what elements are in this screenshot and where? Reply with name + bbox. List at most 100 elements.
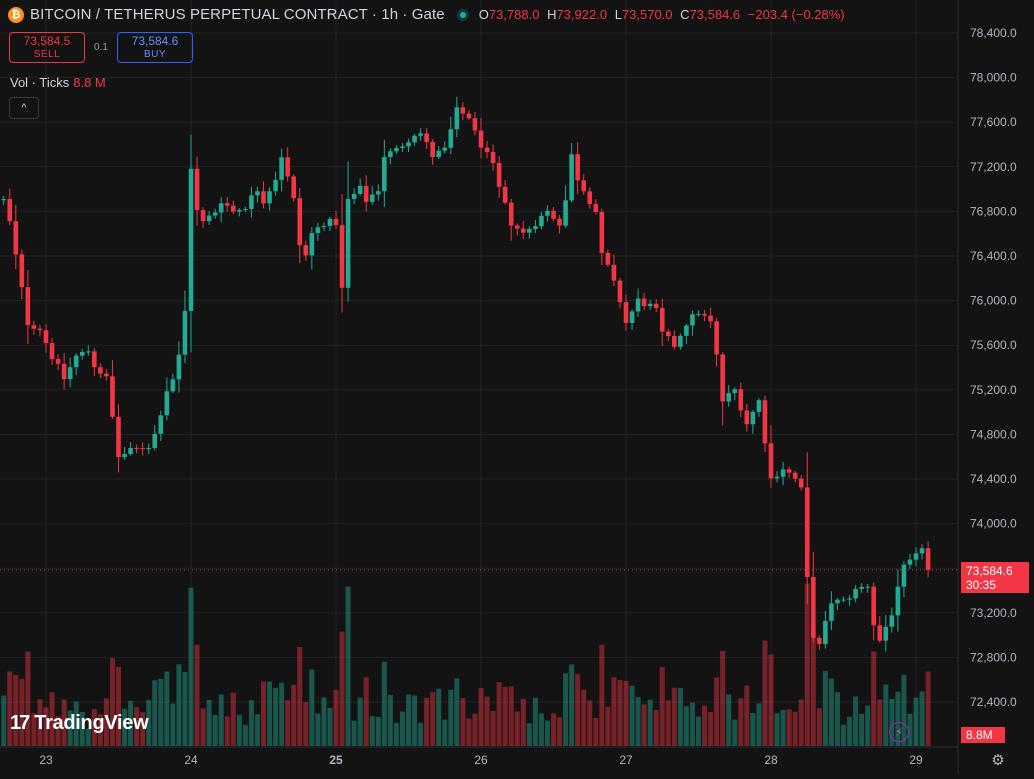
chevron-up-icon[interactable]: ^ xyxy=(9,97,39,119)
volume-bar xyxy=(502,686,508,746)
volume-bar xyxy=(490,710,496,746)
candle-body xyxy=(55,359,61,364)
candle-body xyxy=(315,227,321,233)
candle-body xyxy=(43,330,49,344)
lightning-icon[interactable]: ⚡ xyxy=(889,722,909,742)
candle-body xyxy=(847,598,852,600)
candle-body xyxy=(575,154,580,181)
x-tick-label: 28 xyxy=(764,753,778,767)
volume-bar xyxy=(895,691,901,746)
symbol-title[interactable]: BITCOIN / TETHERUS PERPETUAL CONTRACT · … xyxy=(30,6,445,23)
volume-bar xyxy=(43,707,49,746)
volume-bar xyxy=(345,586,351,746)
candle-body xyxy=(146,447,152,450)
ohlc-readout: O73,788.0 H73,922.0 L73,570.0 C73,584.6 … xyxy=(478,7,845,22)
settings-icon[interactable]: ⚙ xyxy=(991,752,1005,769)
candle-body xyxy=(804,487,810,577)
candle-body xyxy=(424,133,429,143)
candle-body xyxy=(134,447,139,449)
candle-body xyxy=(563,200,568,226)
candle-body xyxy=(152,433,158,448)
volume-bar xyxy=(871,651,877,746)
volume-bar xyxy=(327,707,333,746)
candle-body xyxy=(744,410,750,425)
candle-body xyxy=(907,559,913,565)
candle-body xyxy=(128,447,133,455)
volume-bar xyxy=(375,716,381,746)
candle-body xyxy=(533,226,538,230)
candle-body xyxy=(913,553,919,560)
volume-bar xyxy=(822,670,828,746)
volume-bar xyxy=(103,698,109,746)
candle-body xyxy=(901,564,907,587)
candle-body xyxy=(678,335,683,347)
volume-bar xyxy=(1,695,7,746)
candle-body xyxy=(925,548,931,570)
candle-body xyxy=(696,313,701,315)
volume-bar xyxy=(369,716,375,746)
candle-body xyxy=(25,287,31,326)
x-tick-label: 23 xyxy=(39,753,53,767)
volume-bar xyxy=(291,684,297,746)
candle-body xyxy=(382,157,387,192)
volume-bar xyxy=(273,687,279,746)
tradingview-logo[interactable]: 17 TradingView xyxy=(10,712,149,735)
candle-body xyxy=(230,205,236,212)
x-tick-label: 26 xyxy=(474,753,488,767)
volume-bar xyxy=(303,702,309,746)
candle-body xyxy=(122,454,127,458)
volume-bar xyxy=(913,697,919,746)
volume-bar xyxy=(828,678,834,746)
volume-bar xyxy=(279,682,285,746)
volume-bar xyxy=(333,690,339,746)
candle-body xyxy=(581,180,587,192)
volume-bar xyxy=(732,719,738,746)
volume-bar xyxy=(387,695,393,746)
candle-body xyxy=(569,154,574,201)
sell-label: SELL xyxy=(33,48,61,60)
candle-body xyxy=(738,389,744,411)
volume-bar xyxy=(79,711,85,746)
volume-bar xyxy=(321,697,327,746)
sell-button[interactable]: 73,584.5 SELL xyxy=(9,32,85,63)
volume-bar xyxy=(412,695,418,746)
candle-body xyxy=(261,191,266,204)
candle-body xyxy=(309,232,315,256)
candle-body xyxy=(104,373,109,377)
volume-bar xyxy=(315,713,321,746)
chart-header: ₿ BITCOIN / TETHERUS PERPETUAL CONTRACT … xyxy=(8,6,849,23)
volume-bar xyxy=(158,678,164,746)
candle-body xyxy=(297,198,303,246)
volume-bar xyxy=(236,714,242,746)
volume-bar xyxy=(792,711,798,746)
open-value: 73,788.0 xyxy=(488,7,540,22)
candle-body xyxy=(883,626,889,641)
volume-bar xyxy=(508,686,514,746)
volume-bar xyxy=(659,667,665,746)
volume-bar xyxy=(526,723,532,746)
candle-body xyxy=(690,314,695,326)
candle-body xyxy=(279,157,284,180)
volume-bar xyxy=(683,706,689,746)
candle-body xyxy=(345,198,351,288)
y-tick-label: 74,400.0 xyxy=(970,472,1017,486)
buy-button[interactable]: 73,584.6 BUY xyxy=(117,32,193,63)
candle-body xyxy=(732,389,738,394)
candle-body xyxy=(823,620,828,644)
volume-bar xyxy=(847,716,853,746)
volume-bar xyxy=(611,677,617,746)
volume-bar xyxy=(665,700,671,746)
volume-legend[interactable]: Vol · Ticks 8.8 M xyxy=(10,75,106,90)
volume-bar xyxy=(97,714,103,746)
volume-bar xyxy=(653,710,659,746)
buy-price: 73,584.6 xyxy=(131,33,179,48)
candle-body xyxy=(756,400,762,412)
volume-bar xyxy=(140,712,146,746)
high-value: 73,922.0 xyxy=(556,7,608,22)
volume-bar xyxy=(774,713,780,746)
candle-body xyxy=(708,315,713,322)
volume-bar xyxy=(677,687,683,746)
candle-body xyxy=(605,252,611,265)
